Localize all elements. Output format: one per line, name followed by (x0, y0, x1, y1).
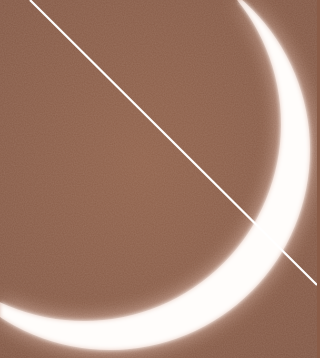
crescent (0, 0, 317, 358)
page (0, 0, 317, 358)
moon-photo (0, 0, 317, 358)
